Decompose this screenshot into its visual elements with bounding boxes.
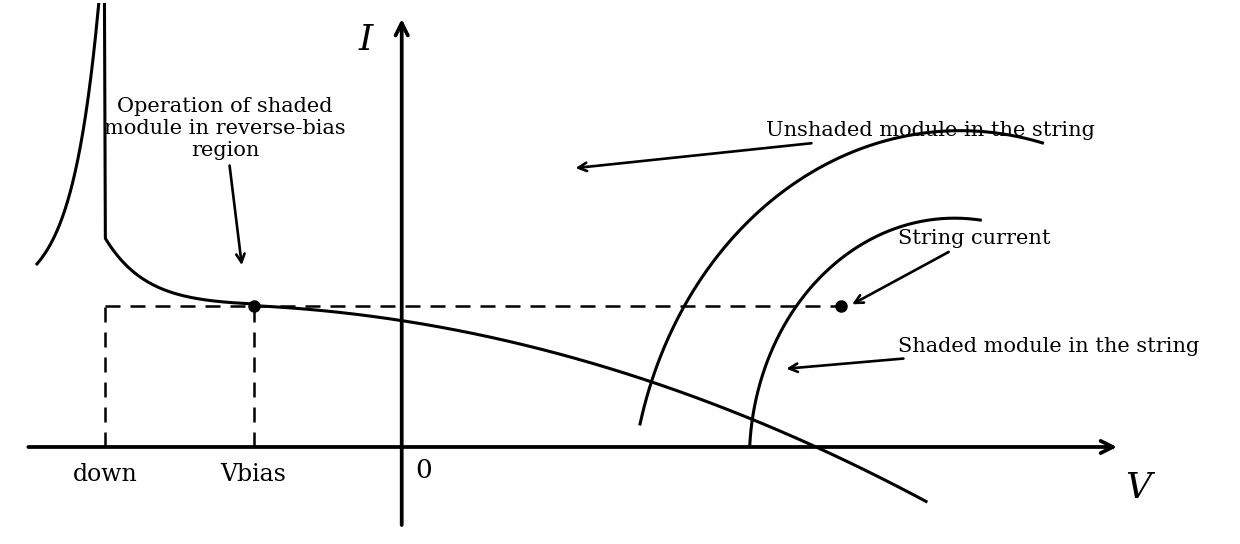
Text: Unshaded module in the string: Unshaded module in the string (578, 121, 1095, 171)
Text: Shaded module in the string: Shaded module in the string (789, 337, 1199, 372)
Text: Vbias: Vbias (221, 463, 286, 486)
Text: 0: 0 (415, 458, 432, 483)
Text: I: I (358, 23, 373, 57)
Text: String current: String current (854, 229, 1050, 303)
Text: down: down (73, 463, 138, 486)
Text: Operation of shaded
module in reverse-bias
region: Operation of shaded module in reverse-bi… (104, 97, 346, 262)
Text: V: V (1126, 471, 1152, 505)
